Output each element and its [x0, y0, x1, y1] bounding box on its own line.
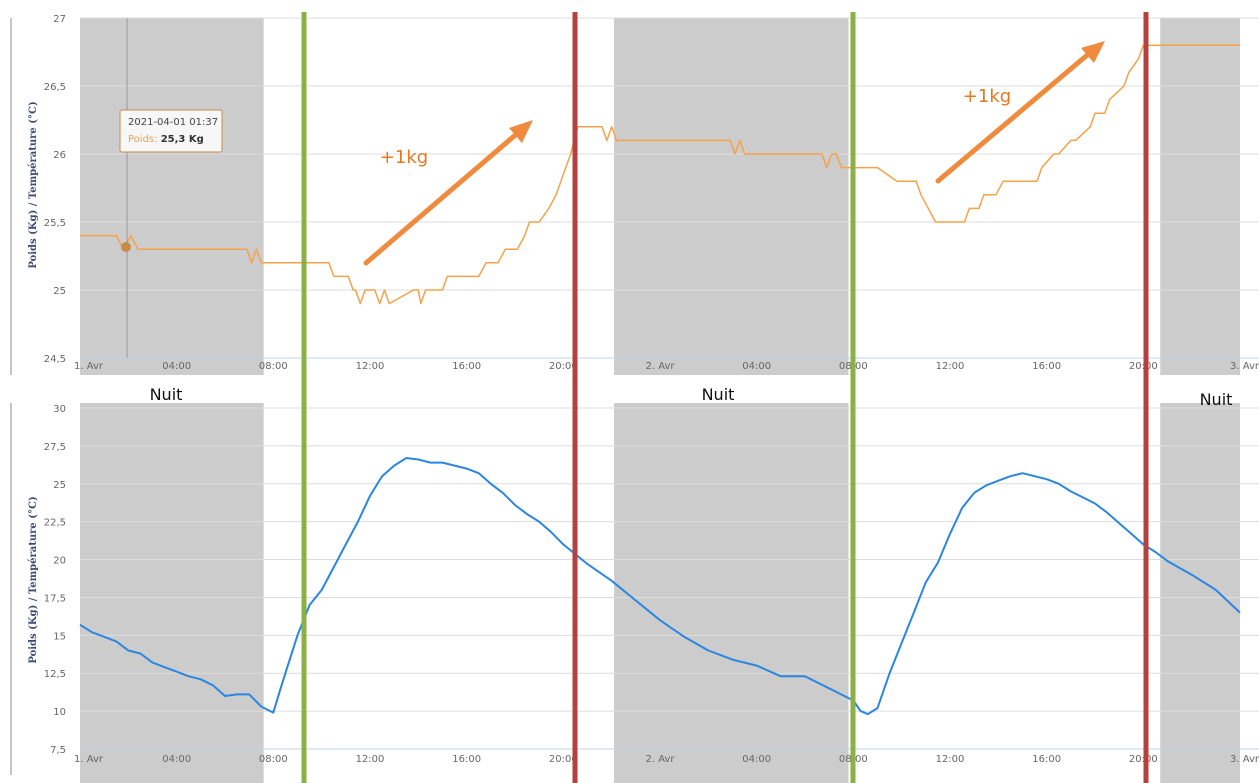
y-tick-label: 17,5	[44, 593, 66, 604]
y-tick-label: 10	[53, 707, 66, 718]
y-tick-label: 15	[53, 631, 66, 642]
x-tick-label: 20:00	[1129, 361, 1158, 372]
night-band-1	[80, 403, 264, 783]
x-tick-label: 04:00	[742, 754, 771, 765]
y-tick-label: 27,5	[44, 442, 66, 453]
day-markers	[301, 12, 1149, 783]
x-tick-label: 12:00	[936, 361, 965, 372]
tooltip-point	[121, 242, 131, 252]
weight-gain-arrow-1	[363, 120, 533, 266]
night-label-2: Nuit	[702, 385, 735, 404]
y-tick-label: 30	[53, 404, 66, 415]
night-label-1: Nuit	[150, 385, 183, 404]
tooltip-value-line: Poids: 25,3 Kg	[128, 134, 204, 145]
x-tick-label: 12:00	[356, 361, 385, 372]
x-tick-label: 16:00	[1032, 754, 1061, 765]
y-tick-label: 7,5	[50, 745, 66, 756]
x-tick-label: 08:00	[259, 361, 288, 372]
x-tick-label: 1. Avr	[74, 361, 104, 372]
y-tick-label: 12,5	[44, 669, 66, 680]
x-tick-label: 1. Avr	[74, 754, 104, 765]
y-tick-label: 25	[53, 286, 66, 297]
annotation-gain-1: +1kg	[380, 147, 428, 168]
y-tick-label: 26	[53, 150, 66, 161]
x-tick-label: 04:00	[742, 361, 771, 372]
x-tick-label: 2. Avr	[645, 361, 675, 372]
y-tick-label: 25	[53, 480, 66, 491]
night-band-3	[1160, 18, 1240, 375]
x-tick-label: 20:00	[549, 754, 578, 765]
night-band-2	[614, 403, 849, 783]
top-y-axis-title: Poids (Kg) / Température (°C)	[28, 101, 39, 268]
weight-gain-arrow-2	[935, 41, 1105, 184]
weight-panel: 24,5 25 25,5 26 26,5 27 1. Avr 04:00 08:00 12:00 1…	[44, 14, 1259, 375]
x-tick-label: 16:00	[452, 361, 481, 372]
y-tick-label: 25,5	[44, 218, 66, 229]
x-tick-label: 20:00	[1129, 754, 1158, 765]
temperature-panel: 7,5 10 12,5 15 17,5 20 22,5 25 27,5 30 1. Avr 04:00…	[44, 403, 1259, 783]
y-tick-label: 24,5	[44, 354, 66, 365]
x-tick-label: 04:00	[162, 361, 191, 372]
weight-line	[80, 44, 1240, 305]
hover-tooltip: 2021-04-01 01:37 Poids: 25,3 Kg	[119, 18, 223, 358]
x-tick-label: 08:00	[259, 754, 288, 765]
tooltip-value: 25,3 Kg	[161, 134, 204, 145]
tooltip-series-name: Poids	[128, 134, 154, 145]
x-tick-label: 3. Avr	[1230, 754, 1259, 765]
x-tick-label: 16:00	[1032, 361, 1061, 372]
tooltip-box	[119, 109, 223, 153]
night-band-1	[80, 18, 264, 375]
tooltip-date: 2021-04-01 01:37	[128, 117, 218, 128]
y-tick-label: 26,5	[44, 82, 66, 93]
x-tick-label: 20:00	[549, 361, 578, 372]
x-tick-label: 16:00	[452, 754, 481, 765]
night-label-3: Nuit	[1200, 390, 1233, 409]
night-band-2	[614, 18, 849, 375]
x-tick-label: 04:00	[162, 754, 191, 765]
night-band-3	[1160, 403, 1240, 783]
x-tick-label: 12:00	[356, 754, 385, 765]
x-tick-label: 3. Avr	[1230, 361, 1259, 372]
y-tick-label: 20	[53, 556, 66, 567]
y-tick-label: 27	[53, 14, 66, 25]
x-tick-label: 2. Avr	[645, 754, 675, 765]
annotation-gain-2: +1kg	[963, 86, 1011, 107]
y-tick-label: 22,5	[44, 518, 66, 529]
bottom-y-axis-title: Poids (Kg) / Température (°C)	[28, 496, 39, 663]
x-tick-label: 12:00	[936, 754, 965, 765]
